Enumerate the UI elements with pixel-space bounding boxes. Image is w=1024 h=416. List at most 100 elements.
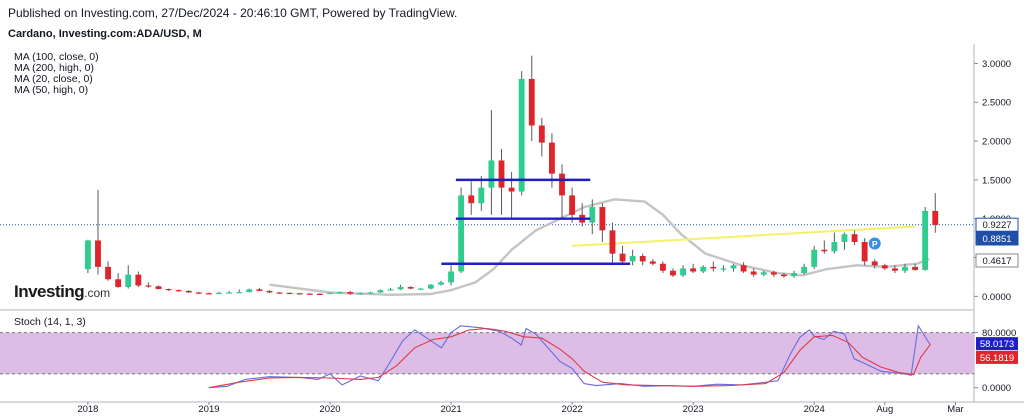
- price-label-value: 0.8851: [982, 234, 1011, 245]
- candle-body: [438, 282, 444, 285]
- chart-title: Cardano, Investing.com:ADA/USD, M: [8, 28, 202, 40]
- candle-body: [145, 285, 152, 287]
- candle-body: [256, 289, 263, 291]
- candle-body: [266, 290, 273, 293]
- time-axis-label: 2021: [440, 404, 461, 415]
- candle-body: [367, 292, 374, 294]
- stoch-value-label: 58.0173: [980, 339, 1014, 350]
- price-label-box: [975, 217, 1019, 232]
- candle-body: [639, 255, 646, 262]
- candle-body: [276, 292, 283, 294]
- candle-body: [871, 261, 878, 266]
- marker-circle: [868, 237, 881, 250]
- candle-body: [811, 249, 818, 267]
- candle-body: [195, 292, 202, 294]
- axes-layer: 0.00000.50001.00001.50002.00002.50003.00…: [77, 59, 1019, 415]
- price-label-box: [975, 253, 1019, 268]
- overlay-front-layer: P: [441, 178, 881, 265]
- stoch-value-box: [976, 337, 1018, 351]
- stoch-series-line: [208, 327, 931, 389]
- candle-body: [760, 272, 767, 275]
- candle-body: [165, 288, 172, 291]
- stoch-axis-label: 80.0000: [982, 328, 1016, 339]
- candle-body: [397, 287, 404, 290]
- candle-body: [135, 274, 142, 286]
- candle-body: [468, 195, 475, 204]
- candle-body: [216, 292, 222, 295]
- candle-body: [649, 261, 656, 264]
- candle-body: [619, 253, 626, 262]
- candle-body: [690, 268, 697, 272]
- candles-layer: [84, 55, 939, 295]
- candle-body: [730, 265, 737, 269]
- candle-body: [84, 240, 91, 270]
- candle-body: [377, 290, 384, 293]
- overlay-back-layer: [0, 198, 974, 297]
- investing-logo: Investing.com: [14, 282, 110, 302]
- stoch-value-box: [976, 350, 1018, 364]
- candle-body: [95, 240, 101, 267]
- candle-body: [518, 78, 525, 192]
- candle-body: [609, 230, 616, 254]
- candle-body: [549, 142, 555, 174]
- candle-body: [357, 293, 364, 295]
- candle-body: [498, 160, 505, 188]
- candle-body: [417, 288, 424, 290]
- candle-body: [861, 242, 868, 262]
- price-axis-label: 0.0000: [982, 292, 1011, 303]
- candle-body: [821, 249, 828, 252]
- candle-body: [115, 279, 122, 288]
- candle-body: [740, 265, 747, 272]
- candle-body: [185, 290, 192, 293]
- time-axis-label: 2018: [77, 404, 98, 415]
- candle-body: [427, 284, 434, 289]
- candle-body: [508, 187, 515, 192]
- candle-body: [528, 78, 535, 126]
- time-axis-label: Aug: [876, 404, 893, 415]
- candle-body: [791, 273, 797, 277]
- candle-body: [458, 195, 465, 272]
- price-axis-label: 2.5000: [982, 98, 1011, 109]
- candle-body: [448, 271, 454, 283]
- candle-body: [700, 266, 707, 272]
- candle-body: [670, 270, 676, 276]
- candle-body: [770, 272, 777, 275]
- time-axis-label: 2023: [683, 404, 704, 415]
- candle-body: [125, 274, 132, 288]
- candle-body: [175, 290, 182, 292]
- trendline: [572, 225, 915, 247]
- time-axis-label: 2022: [562, 404, 583, 415]
- ma-legend: MA (100, close, 0) MA (200, high, 0) MA …: [14, 52, 99, 96]
- time-axis-label: 2020: [319, 404, 340, 415]
- candle-body: [105, 266, 111, 280]
- candle-body: [155, 286, 162, 289]
- time-axis-label: 2024: [804, 404, 825, 415]
- ma-legend-item: MA (20, close, 0): [14, 73, 93, 85]
- candle-body: [781, 274, 787, 277]
- candle-body: [316, 293, 323, 295]
- ma-legend-item: MA (100, close, 0): [14, 51, 99, 63]
- candle-body: [710, 266, 717, 269]
- candle-body: [801, 266, 808, 274]
- price-axis-label: 1.5000: [982, 175, 1011, 186]
- candle-body: [659, 263, 666, 271]
- stoch-axis-label: 0.0000: [982, 383, 1011, 394]
- candle-body: [347, 292, 354, 294]
- stoch-legend: Stoch (14, 1, 3): [14, 316, 86, 328]
- time-axis-label: 2019: [198, 404, 219, 415]
- published-header: Published on Investing.com, 27/Dec/2024 …: [8, 6, 458, 20]
- candle-body: [902, 266, 908, 271]
- candle-body: [629, 255, 636, 262]
- candle-body: [891, 268, 898, 271]
- candle-body: [912, 266, 919, 270]
- candle-body: [589, 207, 596, 223]
- price-axis-label: 2.0000: [982, 137, 1011, 148]
- candle-body: [851, 234, 858, 242]
- candle-body: [841, 234, 848, 242]
- candle-body: [831, 242, 838, 252]
- stoch-value-label: 56.1819: [980, 353, 1014, 364]
- candle-body: [387, 289, 394, 291]
- candle-body: [478, 187, 485, 204]
